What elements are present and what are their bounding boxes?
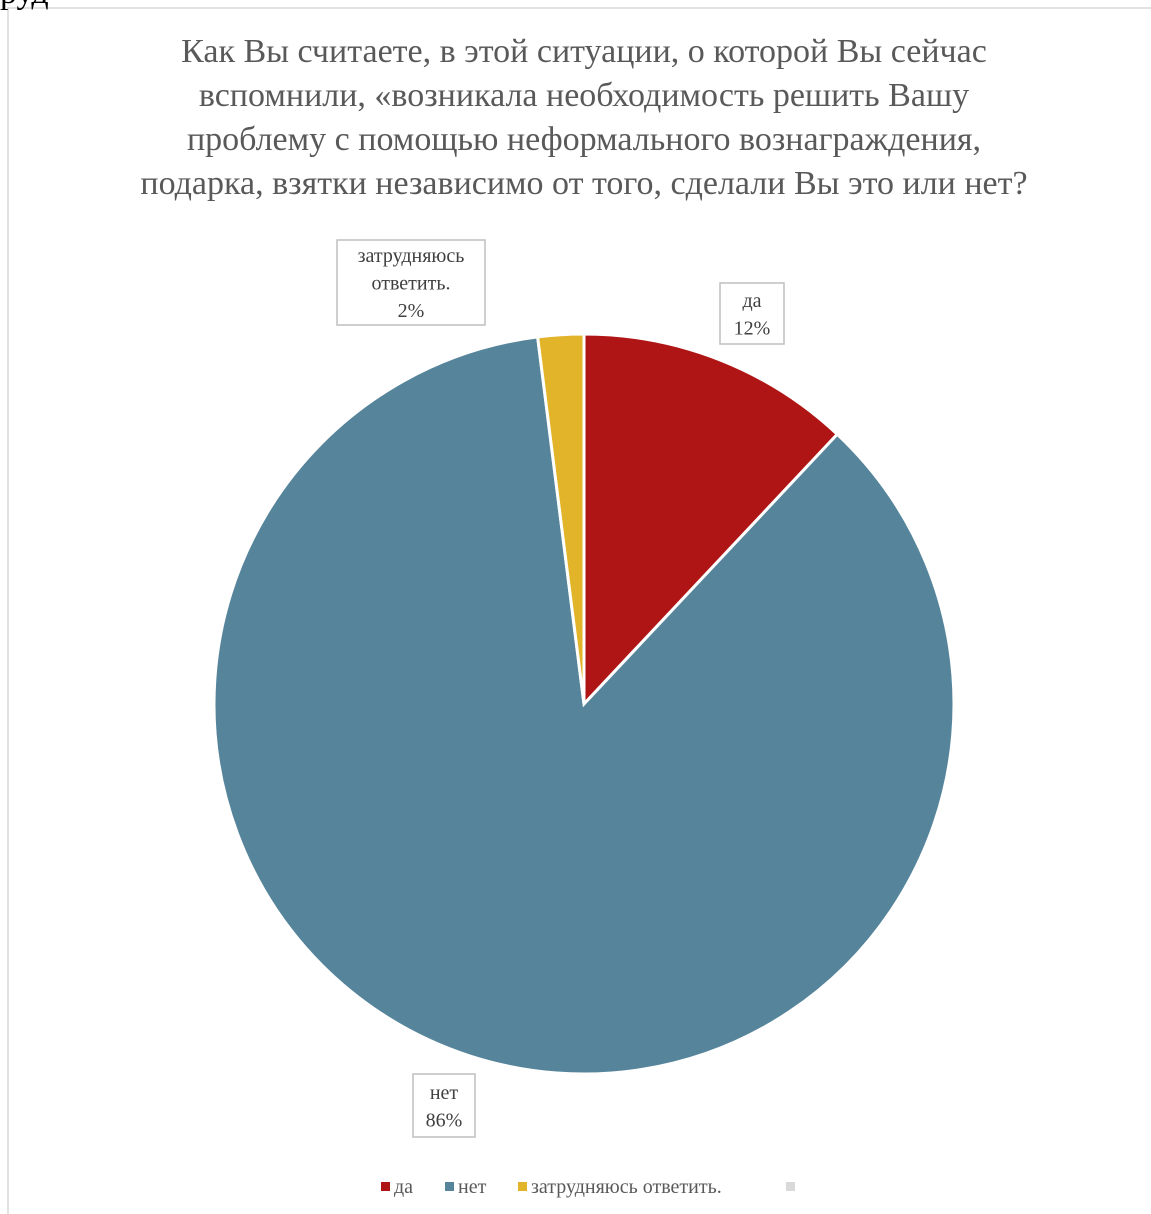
legend-marker bbox=[381, 1182, 390, 1191]
data-label-category: затрудняюсь ответить. bbox=[358, 245, 465, 295]
data-label-value: 12% bbox=[734, 317, 771, 339]
data-label-category: да bbox=[742, 290, 761, 312]
data-label-box bbox=[412, 1073, 476, 1138]
data-label-category: нет bbox=[430, 1082, 459, 1104]
legend-label: нет bbox=[458, 1176, 487, 1198]
pie-slice bbox=[212, 335, 956, 1076]
legend-marker bbox=[445, 1182, 454, 1191]
data-label-value: 86% bbox=[426, 1109, 463, 1131]
data-label: да 12% bbox=[719, 282, 785, 345]
pie-slice bbox=[582, 332, 840, 708]
chart-title: Как Вы считаете, в этой ситуации, о кото… bbox=[140, 33, 1028, 202]
legend-label: да bbox=[394, 1176, 413, 1198]
data-label-value: 2% bbox=[398, 300, 425, 322]
pie-slice bbox=[535, 332, 586, 705]
chart-frame bbox=[7, 7, 1151, 1214]
data-label: затрудняюсь ответить. 2% bbox=[336, 239, 486, 326]
data-label: нет 86% bbox=[412, 1073, 476, 1138]
data-label-box bbox=[336, 239, 486, 326]
legend-label: затрудняюсь ответить. bbox=[531, 1176, 722, 1198]
legend-marker bbox=[518, 1182, 527, 1191]
page-fragment: руд bbox=[0, 0, 49, 11]
legend-marker bbox=[786, 1182, 795, 1191]
data-label-box bbox=[719, 282, 785, 345]
